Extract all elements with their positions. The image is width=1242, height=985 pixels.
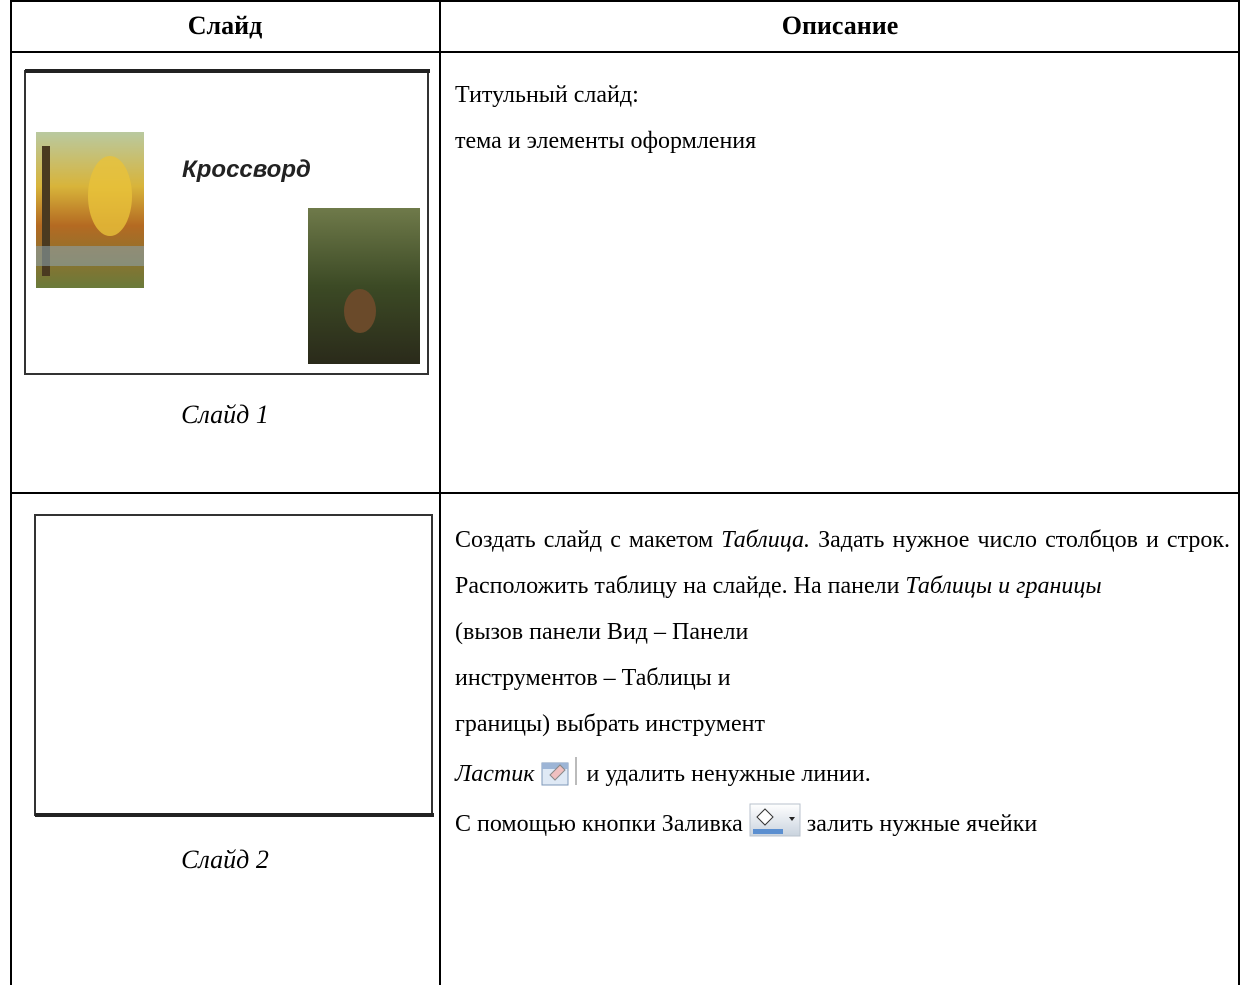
description-line: границы) выбрать инструмент [455,711,765,737]
description-line: С помощью кнопки Заливка залить нужные яч… [455,801,1230,847]
text: Создать слайд с макетом [455,527,714,553]
table-border [10,51,1240,53]
table-border [439,0,441,985]
text: Таблицы и границы [905,573,1102,599]
description-line: (вызов панели Вид – Панели [455,619,749,645]
text: Ластик [455,761,535,787]
table-border [10,0,12,985]
header-cell: Описание [781,11,899,40]
slide-thumbnail: Кроссворд [24,69,430,375]
description: Создать слайд с макетом Таблица. Задать … [455,517,1230,847]
description-paragraph: Создать слайд с макетом Таблица. Задать … [455,517,1230,609]
table-border [10,0,1240,2]
text: Таблица. [721,527,811,553]
description: Титульный слайд: тема и элементы оформле… [455,72,1230,164]
text: С помощью кнопки Заливка [455,811,743,837]
painting [308,208,420,364]
description-line: Титульный слайд: [455,82,639,108]
description-line: инструментов – Таблицы и [455,665,731,691]
table-border [1238,0,1240,985]
slide-title: Кроссворд [182,156,311,183]
table-border [10,492,1240,494]
text: и удалить ненужные линии. [586,761,871,787]
text: Задать нужное число столбцов и строк. Ра… [455,527,1231,599]
description-line: Ластик и удалить ненужные линии. [455,751,1230,797]
header-cell: Слайд [187,11,263,40]
text: залить нужные ячейки [806,811,1038,837]
description-line: тема и элементы оформления [455,128,757,154]
slide-thumbnail: 1234 [34,514,434,817]
eraser-icon [541,757,577,786]
fill-icon [749,803,801,837]
slide-caption: Слайд 2 [181,845,269,874]
slide-caption: Слайд 1 [181,400,269,429]
